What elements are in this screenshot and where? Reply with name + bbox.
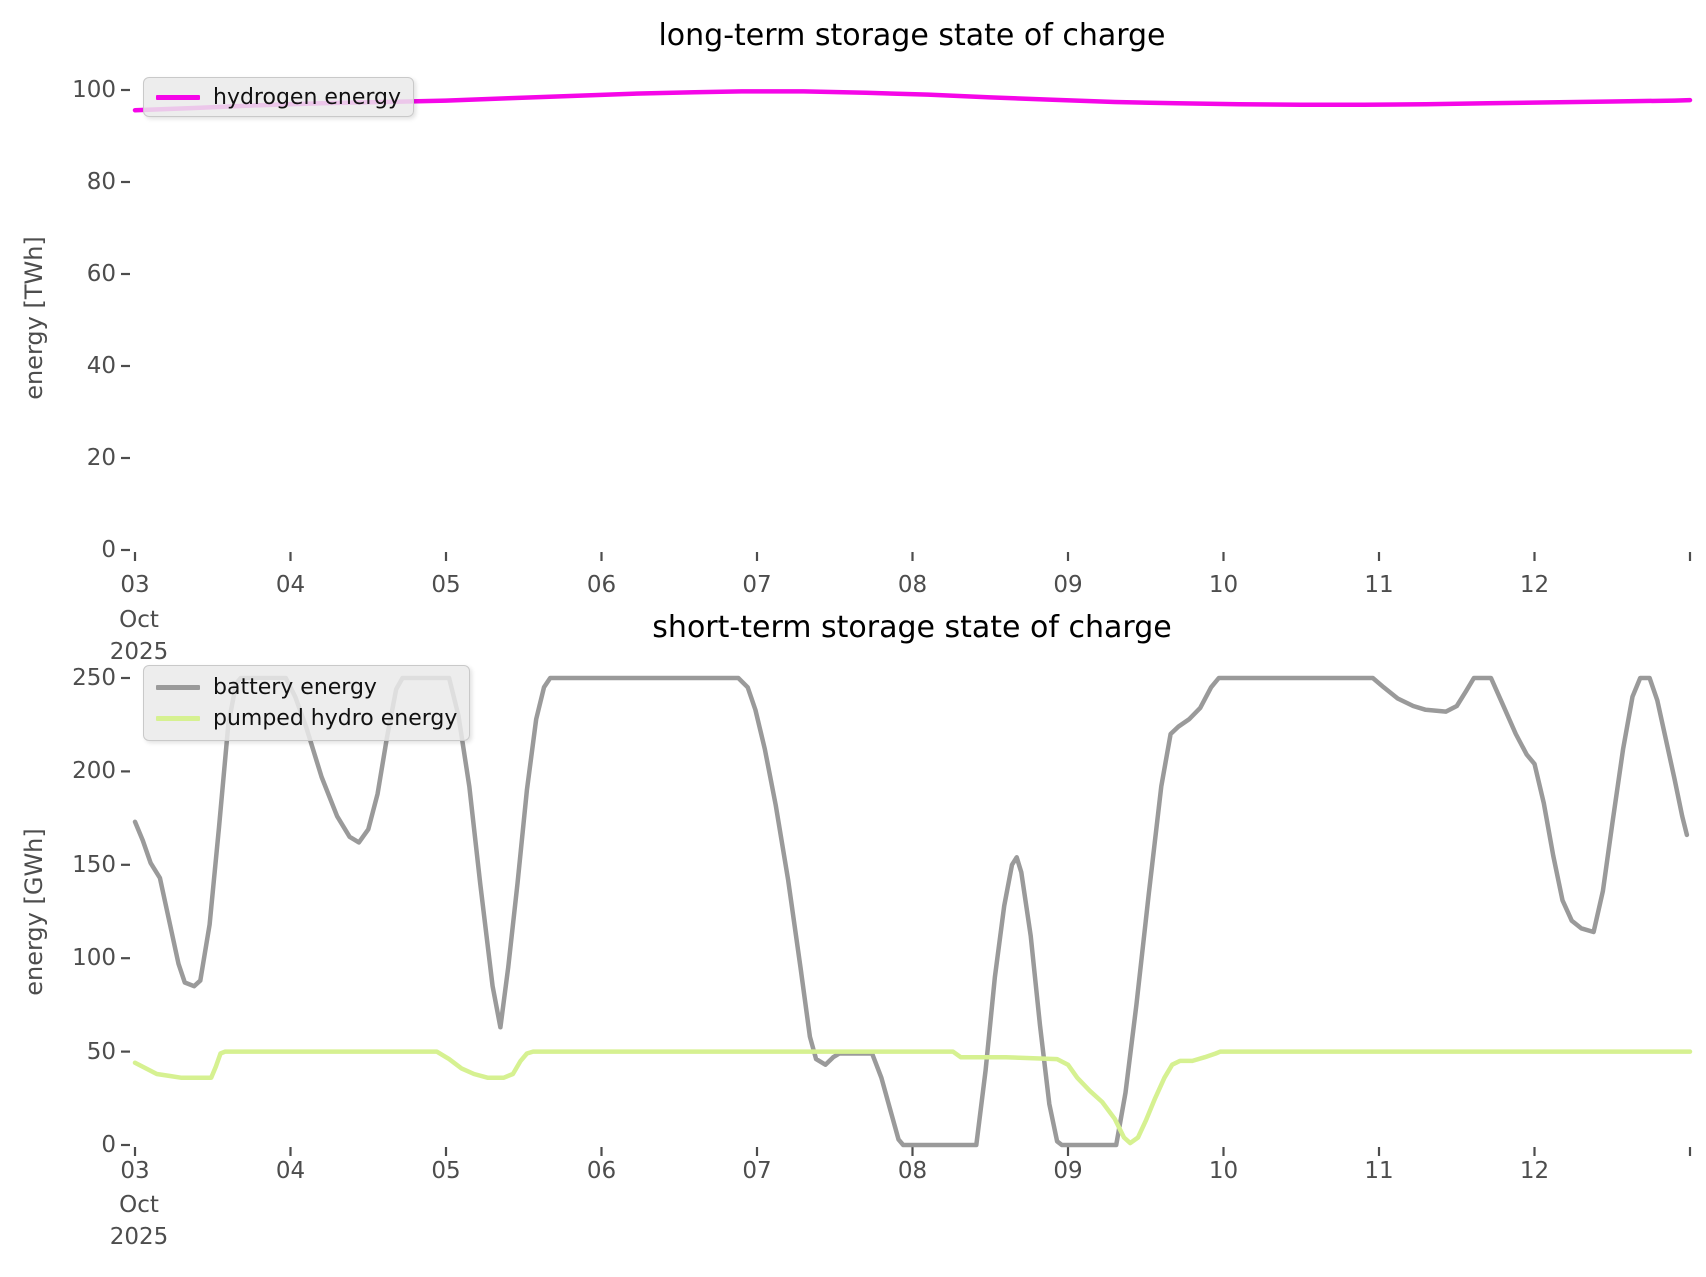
legend-label: hydrogen energy <box>213 84 402 110</box>
y-tick-label: 20 <box>86 445 116 471</box>
top-chart-title: long-term storage state of charge <box>658 18 1166 53</box>
legend-label: battery energy <box>213 675 377 700</box>
x-tick-label: 10 <box>1208 1158 1239 1184</box>
legend-line-swatch <box>156 94 200 100</box>
x-tick-label: 11 <box>1364 1158 1394 1184</box>
x-tick-label: 12 <box>1519 1158 1550 1184</box>
y-tick-label: 40 <box>86 353 116 379</box>
x-axis-sub-label: Oct <box>119 607 159 633</box>
legend-label: pumped hydro energy <box>213 706 458 731</box>
legend-line-swatch <box>156 716 200 721</box>
y-tick-label: 150 <box>72 851 116 878</box>
legend-entry: pumped hydro energy <box>156 706 457 731</box>
x-tick-label: 04 <box>275 1158 306 1184</box>
y-tick-label: 100 <box>72 945 116 972</box>
x-tick-label: 05 <box>431 1158 461 1184</box>
legend-entry: hydrogen energy <box>156 85 401 110</box>
x-tick-label: 06 <box>586 1158 617 1184</box>
top-chart-legend: hydrogen energy <box>143 77 415 117</box>
x-tick-label: 07 <box>742 1158 772 1184</box>
x-tick-label: 06 <box>586 572 617 598</box>
y-tick-label: 0 <box>101 1132 116 1158</box>
bottom-chart-y-axis-label: energy [GWh] <box>20 828 48 996</box>
legend-line-swatch <box>156 685 200 690</box>
x-axis-sub-label: 2025 <box>109 1224 169 1250</box>
bottom-chart-title: short-term storage state of charge <box>652 610 1172 645</box>
x-tick-label: 10 <box>1208 572 1239 598</box>
y-tick-label: 200 <box>72 758 116 785</box>
y-tick-label: 60 <box>86 261 116 287</box>
x-tick-label: 03 <box>120 572 150 598</box>
y-tick-label: 50 <box>86 1038 116 1065</box>
x-tick-label: 09 <box>1053 572 1083 598</box>
bottom-chart-legend: battery energy pumped hydro energy <box>143 665 471 741</box>
y-tick-label: 250 <box>72 665 116 691</box>
pumped-hydro-energy-line <box>132 1049 1693 1146</box>
x-tick-label: 08 <box>897 572 928 598</box>
x-tick-label: 03 <box>120 1158 150 1184</box>
x-tick-label: 08 <box>897 1158 928 1184</box>
x-tick-label: 12 <box>1519 572 1550 598</box>
x-tick-label: 04 <box>275 572 306 598</box>
legend-entry: battery energy <box>156 675 457 700</box>
x-tick-label: 11 <box>1364 572 1394 598</box>
battery-energy-line <box>132 675 1690 1148</box>
y-tick-label: 100 <box>72 77 116 103</box>
x-axis-sub-label: Oct <box>119 1192 159 1218</box>
x-tick-label: 07 <box>742 572 772 598</box>
y-tick-label: 80 <box>86 169 116 195</box>
x-axis-sub-label: 2025 <box>109 639 169 665</box>
x-tick-label: 05 <box>431 572 461 598</box>
x-tick-label: 09 <box>1053 1158 1083 1184</box>
top-chart-y-axis-label: energy [TWh] <box>20 236 48 400</box>
y-tick-label: 0 <box>101 537 116 563</box>
